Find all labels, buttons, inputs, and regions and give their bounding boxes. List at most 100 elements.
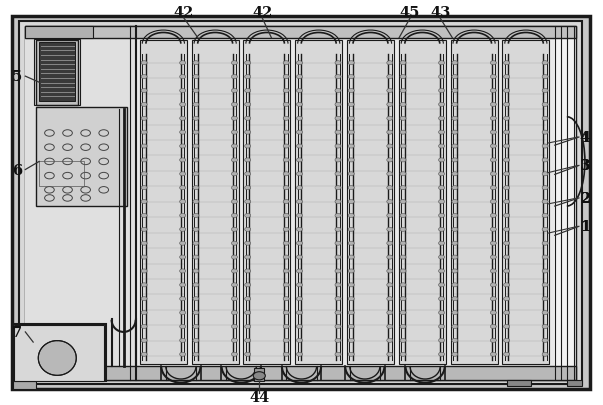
Circle shape — [232, 173, 238, 177]
Circle shape — [400, 256, 406, 260]
Circle shape — [297, 103, 303, 107]
Circle shape — [141, 283, 147, 287]
Circle shape — [180, 145, 186, 149]
Circle shape — [504, 117, 510, 121]
Bar — [13, 324, 106, 382]
Circle shape — [283, 214, 289, 218]
Bar — [254, 369, 264, 382]
Circle shape — [504, 158, 510, 162]
Circle shape — [180, 75, 186, 79]
Circle shape — [245, 200, 251, 204]
Circle shape — [504, 214, 510, 218]
Circle shape — [452, 228, 458, 232]
Circle shape — [297, 117, 303, 121]
Circle shape — [193, 117, 199, 121]
Circle shape — [490, 75, 496, 79]
Circle shape — [542, 269, 548, 273]
Circle shape — [180, 297, 186, 301]
Circle shape — [141, 214, 147, 218]
Circle shape — [490, 214, 496, 218]
Circle shape — [452, 145, 458, 149]
Circle shape — [542, 283, 548, 287]
Text: 1: 1 — [580, 220, 590, 234]
Circle shape — [438, 200, 444, 204]
Circle shape — [504, 256, 510, 260]
Circle shape — [490, 325, 496, 329]
Circle shape — [193, 325, 199, 329]
Circle shape — [438, 311, 444, 315]
Text: 45: 45 — [400, 6, 420, 20]
Circle shape — [193, 200, 199, 204]
Circle shape — [438, 352, 444, 356]
Bar — [25, 27, 576, 380]
Circle shape — [283, 145, 289, 149]
Circle shape — [490, 241, 496, 245]
Circle shape — [141, 325, 147, 329]
Text: 5: 5 — [12, 70, 22, 84]
Circle shape — [387, 256, 393, 260]
Circle shape — [335, 214, 341, 218]
Circle shape — [335, 352, 341, 356]
Text: 3: 3 — [580, 159, 590, 173]
Circle shape — [349, 145, 355, 149]
Circle shape — [335, 200, 341, 204]
Circle shape — [349, 158, 355, 162]
Circle shape — [504, 241, 510, 245]
Text: 7: 7 — [12, 325, 22, 339]
Circle shape — [452, 186, 458, 190]
Circle shape — [335, 241, 341, 245]
Text: 42: 42 — [174, 6, 194, 20]
Circle shape — [542, 200, 548, 204]
Circle shape — [245, 117, 251, 121]
Circle shape — [349, 62, 355, 66]
Circle shape — [245, 228, 251, 232]
Circle shape — [400, 283, 406, 287]
Circle shape — [232, 228, 238, 232]
Circle shape — [438, 131, 444, 135]
Circle shape — [335, 145, 341, 149]
Polygon shape — [39, 341, 76, 375]
Circle shape — [141, 186, 147, 190]
Circle shape — [542, 297, 548, 301]
Circle shape — [283, 297, 289, 301]
Circle shape — [193, 214, 199, 218]
Circle shape — [335, 297, 341, 301]
Circle shape — [180, 186, 186, 190]
Circle shape — [387, 214, 393, 218]
Circle shape — [297, 269, 303, 273]
Circle shape — [490, 283, 496, 287]
Circle shape — [193, 89, 199, 93]
Circle shape — [400, 339, 406, 343]
Bar — [25, 38, 136, 367]
Circle shape — [542, 89, 548, 93]
Circle shape — [232, 339, 238, 343]
Circle shape — [245, 297, 251, 301]
Text: 1: 1 — [580, 220, 590, 234]
Circle shape — [504, 173, 510, 177]
Circle shape — [335, 256, 341, 260]
Circle shape — [387, 200, 393, 204]
Circle shape — [438, 256, 444, 260]
Circle shape — [400, 269, 406, 273]
Circle shape — [400, 186, 406, 190]
Circle shape — [452, 269, 458, 273]
Circle shape — [400, 325, 406, 329]
Circle shape — [232, 200, 238, 204]
Circle shape — [490, 117, 496, 121]
Circle shape — [297, 256, 303, 260]
Circle shape — [297, 145, 303, 149]
Circle shape — [232, 62, 238, 66]
Circle shape — [542, 158, 548, 162]
Circle shape — [387, 352, 393, 356]
Circle shape — [193, 283, 199, 287]
Circle shape — [542, 103, 548, 107]
Circle shape — [232, 158, 238, 162]
Circle shape — [349, 131, 355, 135]
Circle shape — [193, 228, 199, 232]
Circle shape — [490, 89, 496, 93]
Bar — [14, 325, 104, 381]
Circle shape — [438, 228, 444, 232]
Circle shape — [387, 241, 393, 245]
Circle shape — [542, 214, 548, 218]
Text: 43: 43 — [430, 6, 450, 20]
